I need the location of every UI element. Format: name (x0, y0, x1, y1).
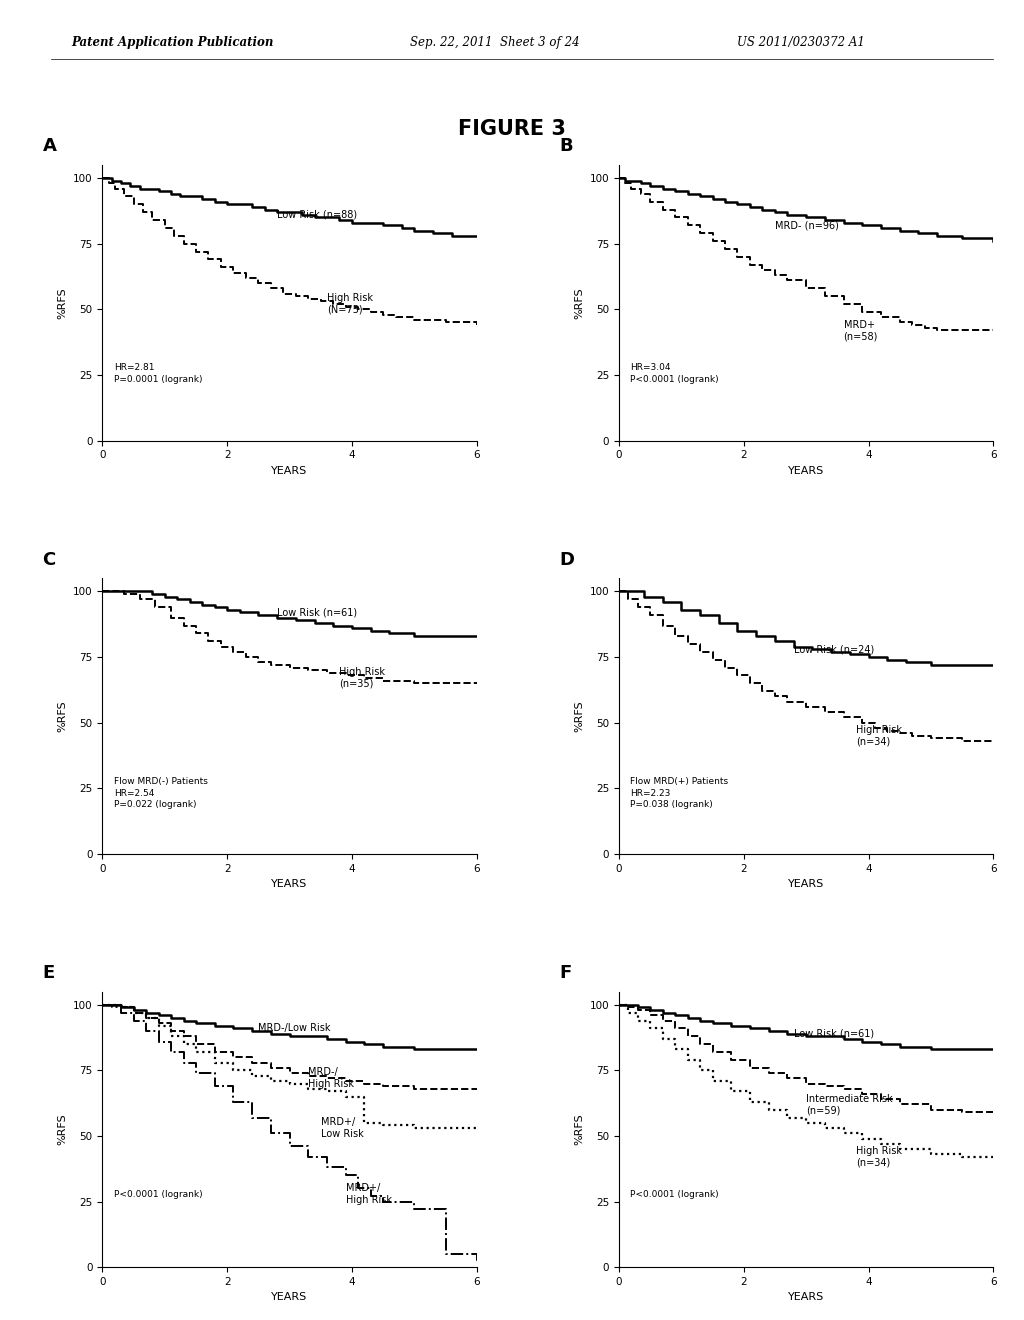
X-axis label: YEARS: YEARS (271, 466, 307, 475)
Text: HR=2.81
P=0.0001 (logrank): HR=2.81 P=0.0001 (logrank) (114, 363, 202, 384)
Text: D: D (559, 550, 574, 569)
Text: Low Risk (n=61): Low Risk (n=61) (278, 607, 357, 618)
Text: F: F (559, 964, 571, 982)
Text: Low Risk (n=88): Low Risk (n=88) (278, 210, 357, 220)
Text: MRD+
(n=58): MRD+ (n=58) (844, 319, 878, 341)
Text: MRD-/Low Risk: MRD-/Low Risk (258, 1023, 331, 1034)
Text: MRD+/
High Risk: MRD+/ High Risk (346, 1183, 392, 1205)
X-axis label: YEARS: YEARS (788, 466, 824, 475)
Text: C: C (43, 550, 55, 569)
Text: Flow MRD(+) Patients
HR=2.23
P=0.038 (logrank): Flow MRD(+) Patients HR=2.23 P=0.038 (lo… (630, 776, 728, 809)
Text: MRD-/
High Risk: MRD-/ High Risk (308, 1068, 354, 1089)
X-axis label: YEARS: YEARS (271, 879, 307, 890)
Text: High Risk
(n=35): High Risk (n=35) (340, 667, 385, 689)
Text: Intermediate Risk
(n=59): Intermediate Risk (n=59) (806, 1094, 893, 1115)
Y-axis label: %RFS: %RFS (574, 1114, 584, 1146)
Text: FIGURE 3: FIGURE 3 (458, 119, 566, 139)
Text: P<0.0001 (logrank): P<0.0001 (logrank) (630, 1191, 719, 1199)
Y-axis label: %RFS: %RFS (57, 1114, 68, 1146)
Y-axis label: %RFS: %RFS (57, 701, 68, 731)
Text: Patent Application Publication: Patent Application Publication (72, 36, 274, 49)
Text: MRD+/
Low Risk: MRD+/ Low Risk (321, 1117, 364, 1139)
Text: Low Risk (n=24): Low Risk (n=24) (794, 644, 873, 655)
Text: Flow MRD(-) Patients
HR=2.54
P=0.022 (logrank): Flow MRD(-) Patients HR=2.54 P=0.022 (lo… (114, 776, 208, 809)
Text: HR=3.04
P<0.0001 (logrank): HR=3.04 P<0.0001 (logrank) (630, 363, 719, 384)
Text: High Risk
(n=34): High Risk (n=34) (856, 725, 902, 747)
Y-axis label: %RFS: %RFS (57, 286, 68, 318)
Text: High Risk
(n=34): High Risk (n=34) (856, 1146, 902, 1168)
Text: B: B (559, 137, 572, 156)
Text: US 2011/0230372 A1: US 2011/0230372 A1 (737, 36, 865, 49)
Y-axis label: %RFS: %RFS (574, 286, 584, 318)
X-axis label: YEARS: YEARS (788, 1292, 824, 1303)
Text: High Risk
(N=75): High Risk (N=75) (327, 293, 373, 315)
Text: MRD- (n=96): MRD- (n=96) (775, 220, 839, 231)
X-axis label: YEARS: YEARS (788, 879, 824, 890)
Y-axis label: %RFS: %RFS (574, 701, 584, 731)
Text: Sep. 22, 2011  Sheet 3 of 24: Sep. 22, 2011 Sheet 3 of 24 (410, 36, 580, 49)
Text: Low Risk (n=61): Low Risk (n=61) (794, 1028, 873, 1039)
Text: E: E (43, 964, 54, 982)
Text: P<0.0001 (logrank): P<0.0001 (logrank) (114, 1191, 203, 1199)
Text: A: A (43, 137, 56, 156)
X-axis label: YEARS: YEARS (271, 1292, 307, 1303)
